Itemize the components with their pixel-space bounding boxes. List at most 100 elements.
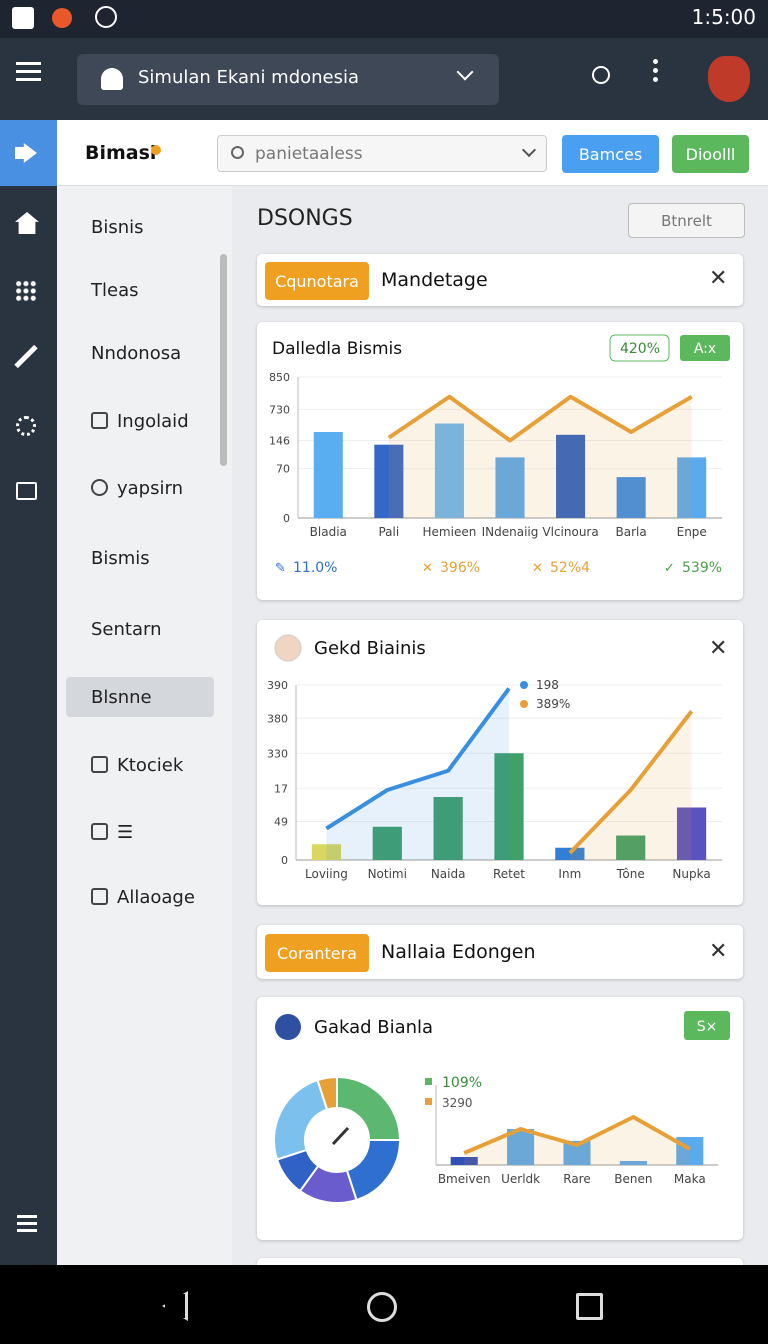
sidebar-item[interactable]: yapsirn [66,468,214,508]
donut-slice [273,1078,329,1161]
x-tick-label: Naida [431,867,466,881]
y-tick-label: 380 [267,712,288,725]
x-tick-label: Bladia [310,525,347,539]
clock: 1:5:00 [691,5,756,29]
sidebar-label: Nndonosa [91,342,182,364]
bar [374,444,404,518]
x-tick-label: Inm [558,867,581,881]
sidebar-label: Tleas [91,279,139,301]
header: Bimasi panietaaless Bamces Dioolll [57,120,768,186]
bar [494,753,524,860]
stat-icon: ✓ [664,561,675,576]
rail-settings[interactable] [16,416,36,436]
x-tick-label: Nupka [672,867,710,881]
rail-apps[interactable] [15,280,37,302]
x-tick-label: Loviing [305,867,348,881]
badge [609,334,670,362]
rail-active[interactable] [0,120,57,186]
bar [619,1161,647,1165]
user-icon [101,68,123,90]
sidebar-icon [91,823,108,840]
bar [676,807,707,860]
bulb-button[interactable] [592,66,610,84]
x-tick-label: Enpe [677,525,707,539]
edit-button[interactable]: Btnrelt [628,203,745,238]
home-button[interactable] [367,1292,397,1322]
stat-icon: ✕ [422,561,433,576]
sidebar-item[interactable]: Ktociek [66,745,214,785]
x-tick-label: Benen [614,1172,652,1186]
donut-slice [345,1139,402,1202]
sidebar-item[interactable]: Bisnis [66,207,214,247]
legend-label: 389% [536,697,570,711]
y-tick-label: 146 [269,434,290,447]
status-bar: 1:5:00 [0,0,768,38]
close-button[interactable]: ✕ [709,636,728,661]
line-series [463,1115,691,1155]
rail-home[interactable] [15,212,39,234]
sidebar-item[interactable]: Ingolaid [66,401,214,441]
x-tick-label: Bmeiven [438,1172,491,1186]
bar [555,847,585,860]
bar [495,457,525,518]
x-tick-label: Notimi [368,867,407,881]
search-box[interactable]: panietaaless [217,135,547,172]
sidebar-label: yapsirn [117,477,183,499]
stat-value: 539% [682,560,722,576]
legend-label: 198 [536,678,559,692]
panel-title: Nallaia Edongen [381,941,536,963]
back-button[interactable] [162,1291,188,1321]
close-button[interactable]: ✕ [709,266,728,291]
sidebar-item[interactable]: Allaoage [66,877,214,917]
sidebar-label: ☰ [117,821,134,843]
sidebar-label: Allaoage [117,886,195,908]
sidebar-item[interactable]: Sentarn [66,609,214,649]
badge-label: A:x [694,341,716,357]
rail-list[interactable] [17,1222,37,1225]
account-dropdown[interactable]: Simulan Ekani mdonesia [77,54,499,105]
x-tick-label: Pali [378,525,399,539]
success-button[interactable]: Dioolll [672,135,749,173]
sidebar: Bisnis Tleas Nndonosa Ingolaid yapsirn Bismis… [57,186,232,1265]
line-series [325,687,511,831]
bar [450,1157,478,1165]
gauge-needle [331,1126,350,1146]
line-area [388,396,692,518]
menu-button[interactable] [16,70,41,73]
panel-badge: Cqunotara [265,262,369,300]
notif-icon [12,7,34,29]
bar [677,457,707,518]
stat-value: 52%4 [550,560,590,576]
panel-tab: Cqunotara Mandetage ✕ [257,254,743,306]
sidebar-icon [91,412,108,429]
more-button[interactable] [653,68,658,73]
sidebar-item[interactable]: Nndonosa [66,333,214,373]
bar [433,797,463,860]
bar [616,477,646,518]
badge-label: S× [697,1019,718,1035]
sidebar-item[interactable]: Bismis [66,538,214,578]
search-icon [231,146,244,159]
sidebar-icon [91,479,108,496]
sidebar-item[interactable]: ☰ [66,812,214,852]
chart-title: Gakad Bianla [314,1017,433,1038]
stat-icon: ✕ [532,561,543,576]
notif-icon [95,6,117,28]
bar [311,844,342,860]
y-tick-label: 49 [274,816,288,829]
account-name: Simulan Ekani mdonesia [138,67,360,88]
legend-swatch [425,1078,432,1085]
y-tick-label: 0 [281,854,288,867]
sidebar-item[interactable]: Blsnne [66,677,214,717]
x-tick-label: Vlcinoura [542,525,598,539]
recents-button[interactable] [576,1293,603,1320]
primary-button[interactable]: Bamces [562,135,659,173]
bar [434,423,464,518]
icon-rail [0,120,57,1265]
rail-device[interactable] [16,482,37,500]
sidebar-label: Bismis [91,547,150,569]
close-button[interactable]: ✕ [709,939,728,964]
sidebar-item[interactable]: Tleas [66,270,214,310]
x-tick-label: Hemieen [423,525,477,539]
